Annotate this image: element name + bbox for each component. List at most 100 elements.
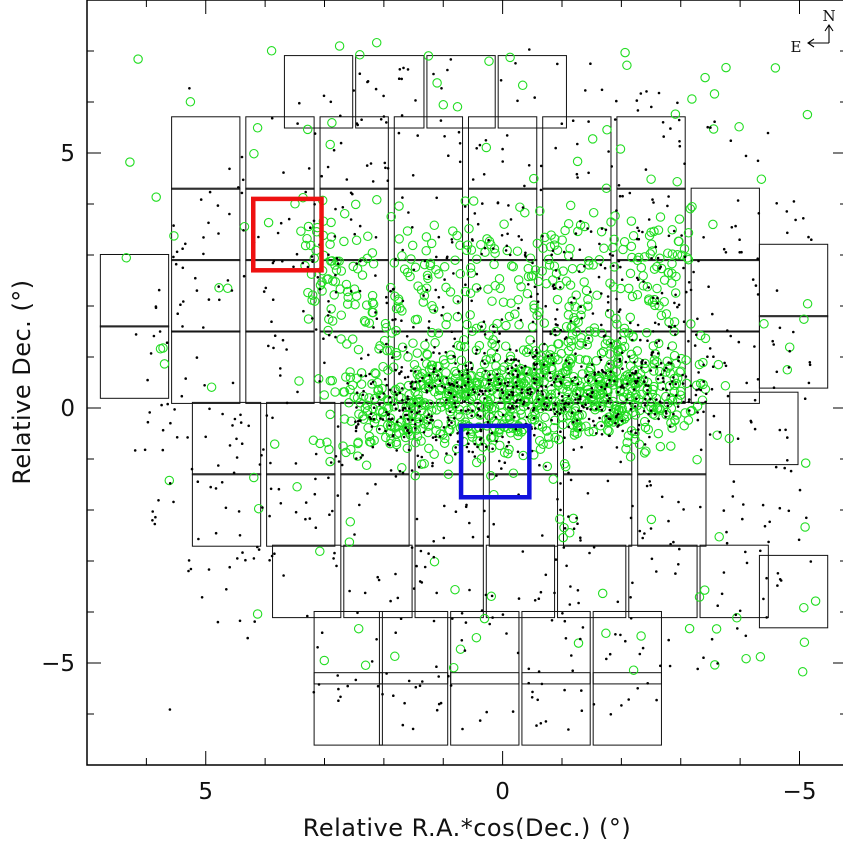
field-star-marker <box>563 688 566 692</box>
field-star-marker <box>510 366 514 370</box>
field-star-marker <box>346 382 349 385</box>
highlight-field-box <box>251 196 324 273</box>
field-star-marker <box>649 397 652 401</box>
y-tick-label: −5 <box>41 651 75 677</box>
field-star-marker <box>425 416 429 420</box>
field-star-marker <box>598 405 602 409</box>
member-star-marker <box>269 439 280 449</box>
member-star-marker <box>501 413 511 424</box>
field-star-marker <box>408 407 411 410</box>
field-star-marker <box>271 416 274 420</box>
field-star-marker <box>207 221 210 225</box>
field-star-marker <box>591 312 595 315</box>
member-star-marker <box>393 294 404 304</box>
field-star-marker <box>507 406 510 409</box>
north-arrowhead <box>824 24 834 32</box>
field-star-marker <box>428 421 431 425</box>
field-star-marker <box>567 425 570 429</box>
field-star-marker <box>456 440 460 443</box>
member-star-marker <box>576 422 586 432</box>
field-star-marker <box>572 421 575 424</box>
member-star-marker <box>687 201 697 212</box>
member-star-marker <box>508 262 519 272</box>
field-star-marker <box>134 333 138 336</box>
x-tick-label: 5 <box>198 779 213 805</box>
field-star-marker <box>696 317 699 321</box>
member-star-marker <box>327 118 337 128</box>
field-star-marker <box>320 631 324 634</box>
field-star-marker <box>318 287 322 291</box>
member-star-marker <box>543 432 554 442</box>
member-star-marker <box>685 406 696 417</box>
field-star-marker <box>311 260 314 264</box>
member-star-marker <box>397 342 408 352</box>
member-star-marker <box>475 410 485 420</box>
field-star-marker <box>172 224 175 227</box>
field-star-marker <box>416 134 420 137</box>
member-star-marker <box>494 274 505 284</box>
field-star-marker <box>674 382 677 386</box>
field-star-marker <box>488 622 492 626</box>
field-star-marker <box>552 283 556 287</box>
field-star-marker <box>439 367 442 371</box>
field-star-marker <box>605 414 608 418</box>
field-star-marker <box>244 558 247 562</box>
field-star-marker <box>751 278 755 281</box>
member-star-marker <box>395 417 406 428</box>
field-star-marker <box>432 540 436 543</box>
field-box <box>393 116 464 190</box>
field-star-marker <box>706 355 709 359</box>
field-star-marker <box>495 349 499 352</box>
field-star-marker <box>576 382 580 386</box>
field-star-marker <box>327 253 330 256</box>
field-star-marker <box>480 325 483 328</box>
field-star-marker <box>340 463 344 467</box>
field-star-marker <box>595 432 598 435</box>
field-star-marker <box>460 639 464 642</box>
field-star-marker <box>630 430 633 433</box>
field-star-marker <box>570 654 573 657</box>
field-star-marker <box>175 250 179 254</box>
field-star-marker <box>179 303 182 307</box>
field-star-marker <box>725 541 729 545</box>
field-star-marker <box>716 604 719 607</box>
field-star-marker <box>161 428 165 432</box>
field-star-marker <box>539 722 543 725</box>
field-star-marker <box>356 423 360 426</box>
field-star-marker <box>433 384 437 388</box>
field-star-marker <box>520 388 524 391</box>
field-star-marker <box>467 450 471 453</box>
member-star-marker <box>334 41 345 51</box>
field-star-marker <box>554 286 557 290</box>
field-star-marker <box>435 708 439 712</box>
field-star-marker <box>599 263 603 267</box>
field-star-marker <box>480 252 483 256</box>
field-star-marker <box>478 143 482 147</box>
field-star-marker <box>615 446 619 449</box>
field-star-marker <box>476 413 480 417</box>
member-star-marker <box>383 365 393 375</box>
field-star-marker <box>761 503 765 507</box>
field-star-marker <box>384 429 387 433</box>
field-star-marker <box>696 418 700 422</box>
member-star-marker <box>699 585 710 595</box>
field-star-marker <box>358 503 361 507</box>
member-star-marker <box>395 303 405 313</box>
field-star-marker <box>514 369 517 373</box>
field-star-marker <box>649 369 653 372</box>
field-star-marker <box>505 445 509 448</box>
member-star-marker <box>353 623 364 634</box>
field-star-marker <box>371 445 375 449</box>
field-star-marker <box>629 596 632 599</box>
field-star-marker <box>500 318 504 321</box>
field-star-marker <box>238 619 242 623</box>
field-star-marker <box>667 394 670 397</box>
field-star-marker <box>712 414 716 418</box>
field-star-marker <box>617 259 621 263</box>
field-star-marker <box>668 425 672 428</box>
field-star-marker <box>440 314 444 317</box>
field-star-marker <box>544 304 547 308</box>
member-star-marker <box>353 344 364 355</box>
field-star-marker <box>536 698 539 702</box>
field-star-marker <box>419 549 423 553</box>
